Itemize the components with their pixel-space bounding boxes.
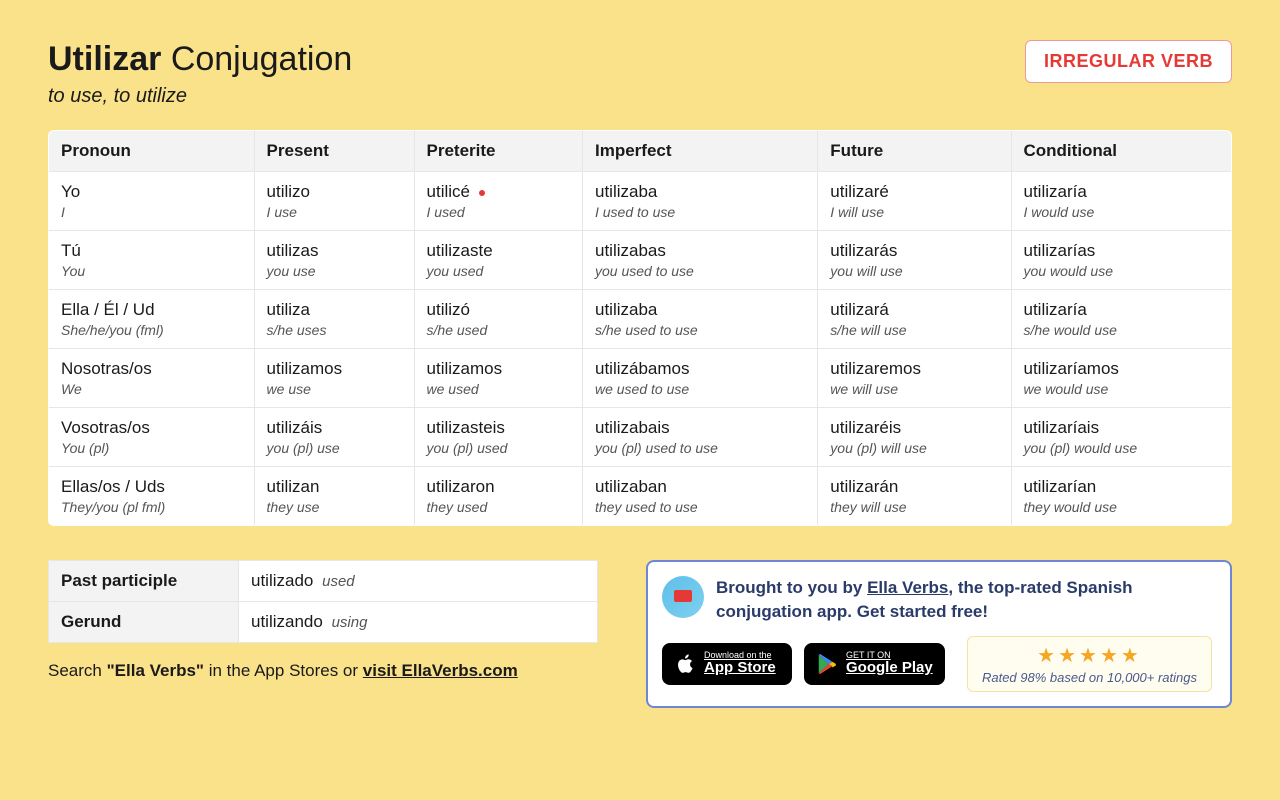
conjugation-cell: utilizarásyou will use [818, 231, 1011, 290]
conjugation-cell: utilizaránthey will use [818, 467, 1011, 526]
conjugation-cell: utilizaríamoswe would use [1011, 349, 1232, 408]
table-header: Present [254, 131, 414, 172]
conjugation-cell: utilizaríaI would use [1011, 172, 1232, 231]
conjugation-cell: utilizabas/he used to use [582, 290, 817, 349]
star-icons: ★★★★★ [982, 643, 1197, 668]
conjugation-cell: utilizaríaisyou (pl) would use [1011, 408, 1232, 467]
promo-box: Brought to you by Ella Verbs, the top-ra… [646, 560, 1232, 708]
conjugation-cell: utilizaríasyou would use [1011, 231, 1232, 290]
form-label: Gerund [49, 602, 239, 643]
pronoun-cell: Nosotras/osWe [49, 349, 255, 408]
conjugation-cell: utilizasteyou used [414, 231, 582, 290]
form-row: Past participleutilizado used [49, 561, 598, 602]
table-header: Preterite [414, 131, 582, 172]
conjugation-cell: utilizarás/he will use [818, 290, 1011, 349]
irregular-dot-icon [479, 190, 485, 196]
table-row: Nosotras/osWeutilizamoswe useutilizamosw… [49, 349, 1232, 408]
table-row: TúYouutilizasyou useutilizasteyou usedut… [49, 231, 1232, 290]
promo-text: Brought to you by Ella Verbs, the top-ra… [716, 576, 1212, 624]
conjugation-cell: utilizaronthey used [414, 467, 582, 526]
visit-link[interactable]: visit EllaVerbs.com [363, 661, 518, 680]
ella-verbs-link[interactable]: Ella Verbs [867, 578, 948, 597]
form-label: Past participle [49, 561, 239, 602]
conjugation-cell: utilizós/he used [414, 290, 582, 349]
table-header: Future [818, 131, 1011, 172]
conjugation-cell: utilizabasyou used to use [582, 231, 817, 290]
conjugation-cell: utilizáisyou (pl) use [254, 408, 414, 467]
conjugation-cell: utilizasteisyou (pl) used [414, 408, 582, 467]
form-value: utilizando using [239, 602, 598, 643]
form-value: utilizado used [239, 561, 598, 602]
conjugation-cell: utilizaríanthey would use [1011, 467, 1232, 526]
apple-icon [674, 653, 696, 675]
page-title: Utilizar Conjugation [48, 40, 352, 79]
conjugation-cell: utilizamoswe use [254, 349, 414, 408]
pronoun-cell: Ellas/os / UdsThey/you (pl fml) [49, 467, 255, 526]
conjugation-cell: utilizaréI will use [818, 172, 1011, 231]
irregular-badge: IRREGULAR VERB [1025, 40, 1232, 83]
title-suffix: Conjugation [171, 40, 352, 78]
app-name-quoted: "Ella Verbs" [107, 661, 204, 680]
table-row: Ellas/os / UdsThey/you (pl fml)utilizant… [49, 467, 1232, 526]
rating-box: ★★★★★ Rated 98% based on 10,000+ ratings [967, 636, 1212, 692]
conjugation-cell: utilizaremoswe will use [818, 349, 1011, 408]
verb-name: Utilizar [48, 40, 161, 78]
table-row: Ella / Él / UdShe/he/you (fml)utilizas/h… [49, 290, 1232, 349]
rating-text: Rated 98% based on 10,000+ ratings [982, 670, 1197, 685]
verb-translation: to use, to utilize [48, 85, 352, 108]
pronoun-cell: TúYou [49, 231, 255, 290]
conjugation-cell: utilizas/he uses [254, 290, 414, 349]
conjugation-cell: utilicé I used [414, 172, 582, 231]
conjugation-cell: utilizoI use [254, 172, 414, 231]
app-icon [662, 576, 704, 618]
conjugation-cell: utilizabaisyou (pl) used to use [582, 408, 817, 467]
table-row: YoIutilizoI useutilicé I usedutilizabaI … [49, 172, 1232, 231]
google-play-button[interactable]: GET IT ON Google Play [804, 643, 945, 685]
conjugation-cell: utilizabanthey used to use [582, 467, 817, 526]
forms-table: Past participleutilizado usedGerundutili… [48, 560, 598, 643]
conjugation-cell: utilizasyou use [254, 231, 414, 290]
conjugation-cell: utilizábamoswe used to use [582, 349, 817, 408]
google-play-icon [816, 653, 838, 675]
pronoun-cell: Vosotras/osYou (pl) [49, 408, 255, 467]
table-header: Conditional [1011, 131, 1232, 172]
conjugation-table: PronounPresentPreteriteImperfectFutureCo… [48, 130, 1232, 526]
conjugation-cell: utilizamoswe used [414, 349, 582, 408]
conjugation-cell: utilizanthey use [254, 467, 414, 526]
pronoun-cell: YoI [49, 172, 255, 231]
search-line: Search "Ella Verbs" in the App Stores or… [48, 661, 598, 681]
table-header: Imperfect [582, 131, 817, 172]
app-store-button[interactable]: Download on the App Store [662, 643, 792, 685]
conjugation-cell: utilizarías/he would use [1011, 290, 1232, 349]
table-row: Vosotras/osYou (pl)utilizáisyou (pl) use… [49, 408, 1232, 467]
conjugation-cell: utilizabaI used to use [582, 172, 817, 231]
pronoun-cell: Ella / Él / UdShe/he/you (fml) [49, 290, 255, 349]
form-row: Gerundutilizando using [49, 602, 598, 643]
conjugation-cell: utilizaréisyou (pl) will use [818, 408, 1011, 467]
table-header: Pronoun [49, 131, 255, 172]
